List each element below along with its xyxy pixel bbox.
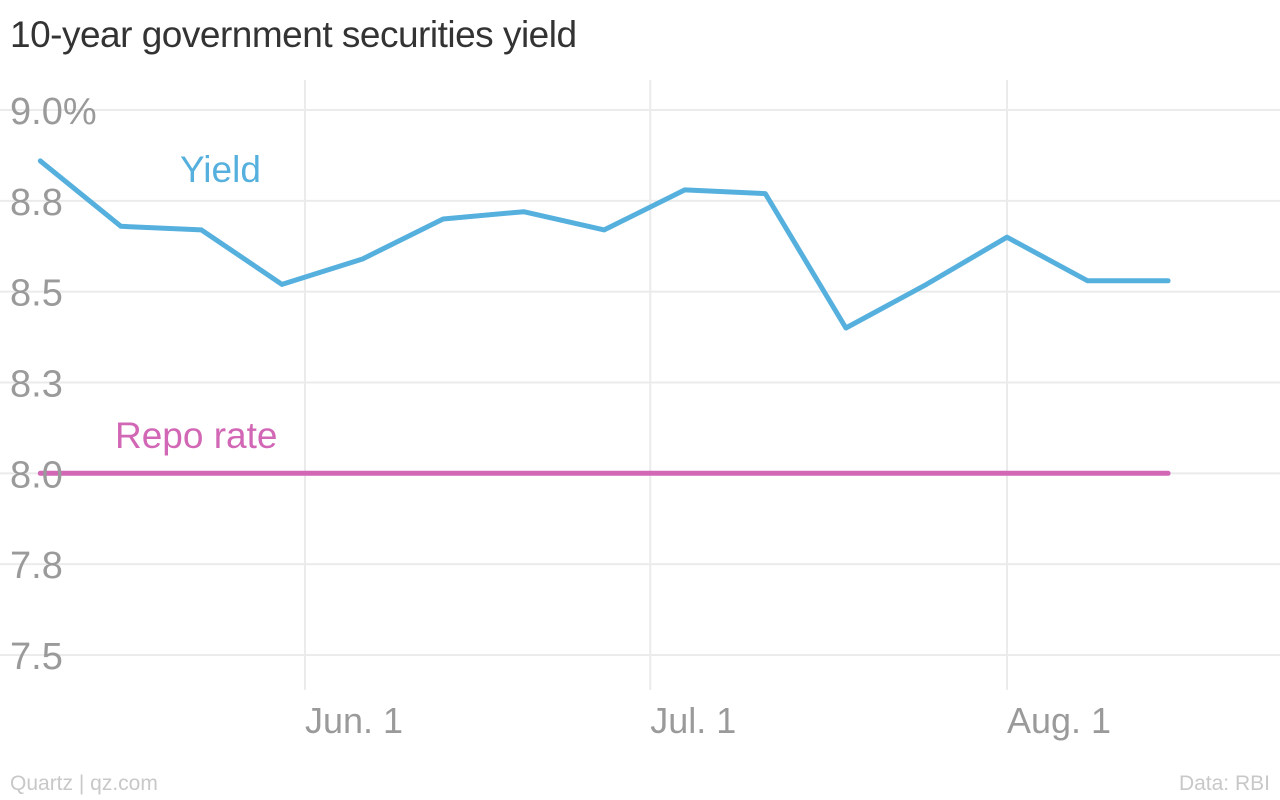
y-gridlines: [0, 109, 1280, 656]
series-line-yield: [37, 158, 1171, 331]
series-labels: Yield Repo rate: [115, 149, 278, 456]
footer-source: Data: RBI: [1178, 772, 1270, 795]
x-gridlines: [304, 80, 1008, 690]
y-tick-label: 9.0%: [10, 91, 97, 133]
y-tick-label: 8.3: [10, 364, 63, 406]
y-tick-label: 8.5: [10, 273, 63, 315]
chart-title: 10-year government securities yield: [10, 14, 577, 55]
y-tick-label: 8.0: [10, 454, 63, 496]
footer-credit: Quartz | qz.com: [10, 772, 158, 795]
y-tick-label: 7.8: [10, 545, 63, 587]
x-tick-label: Aug. 1: [1007, 700, 1111, 741]
x-axis-tick-labels: Jun. 1 Jul. 1 Aug. 1: [305, 700, 1111, 741]
y-axis-tick-labels: 9.0% 8.8 8.5 8.3 8.0 7.8 7.5: [10, 91, 97, 678]
series-label-repo-rate: Repo rate: [115, 415, 278, 456]
series-lines: [37, 158, 1171, 476]
y-tick-label: 7.5: [10, 636, 63, 678]
series-label-yield: Yield: [180, 149, 261, 190]
x-tick-label: Jul. 1: [650, 700, 736, 741]
y-tick-label: 8.8: [10, 182, 63, 224]
x-tick-label: Jun. 1: [305, 700, 403, 741]
